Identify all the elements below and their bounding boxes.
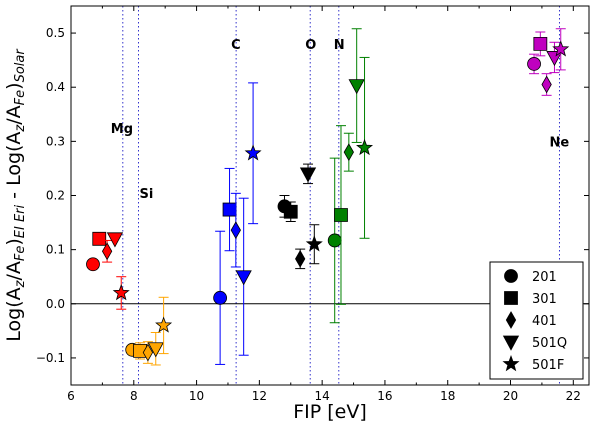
y-tick-label-2: 0.1 (46, 243, 65, 257)
y-tick-label-5: 0.4 (46, 80, 65, 94)
y-axis-label-part: z (13, 124, 28, 133)
point-401-n (343, 143, 354, 162)
legend-item-501f: 501F (502, 355, 564, 373)
point-501f-n (356, 138, 374, 156)
legend-marker-401 (505, 311, 517, 329)
point-401-c (230, 221, 241, 240)
y-axis-label-part: Fe (13, 90, 28, 105)
y-tick-label-3: 0.2 (46, 189, 65, 203)
point-501f-c (244, 144, 262, 161)
y-axis-label-part: /A (3, 105, 25, 124)
y-axis-label-part: - Log(A (3, 132, 25, 205)
element-label-o: O (305, 38, 316, 53)
point-301-mg (92, 231, 107, 246)
legend-label-501f: 501F (532, 358, 564, 373)
point-301-c (222, 202, 237, 217)
point-301-ne (533, 37, 548, 51)
point-301-n (334, 208, 348, 222)
point-501q-mg (106, 232, 124, 248)
y-axis-label-part: Log(A (3, 287, 25, 341)
x-tick-label-10: 10 (189, 389, 204, 403)
y-axis-label-part: EI Eri (13, 204, 28, 238)
element-label-c: C (231, 38, 241, 53)
x-tick-label-12: 12 (252, 389, 267, 403)
legend-item-201: 201 (504, 269, 557, 285)
y-axis-label-part: /A (3, 261, 25, 280)
point-501f-mg (112, 284, 130, 301)
x-tick-label-8: 8 (130, 389, 138, 403)
x-tick-label-16: 16 (377, 389, 392, 403)
data-points (86, 28, 570, 366)
legend-label-201: 201 (532, 270, 557, 285)
legend-marker-301 (504, 291, 518, 305)
y-axis-label-part: ) (3, 238, 25, 245)
point-501q-n (348, 79, 365, 95)
point-501q-o (299, 167, 317, 183)
x-tick-label-18: 18 (440, 389, 455, 403)
legend-label-501q: 501Q (532, 336, 567, 351)
y-axis-label-part: Solar (13, 48, 28, 83)
point-501f-ne (552, 40, 570, 57)
point-201-c (213, 290, 228, 305)
x-tick-label-20: 20 (503, 389, 518, 403)
legend-label-301: 301 (532, 292, 557, 307)
point-501f-o (305, 235, 323, 252)
point-401-ne (541, 75, 552, 94)
y-tick-label-6: 0.5 (46, 26, 65, 40)
point-201-mg (86, 257, 100, 272)
x-tick-label-22: 22 (566, 389, 581, 403)
point-501f-si (155, 316, 173, 333)
legend-item-301: 301 (504, 291, 557, 307)
point-201-n (327, 233, 342, 248)
y-axis-label-part: ) (3, 82, 25, 89)
point-501q-ne (546, 51, 563, 67)
legend-marker-501f (502, 355, 520, 372)
legend: 201 301 401 501Q 501F (489, 261, 584, 380)
element-label-n: N (334, 38, 345, 53)
point-501q-si (147, 342, 164, 358)
legend-item-401: 401 (505, 311, 557, 329)
legend-box (489, 261, 584, 380)
element-label-si: Si (139, 187, 153, 202)
point-201-ne (527, 57, 541, 71)
legend-marker-201 (504, 269, 518, 283)
point-501q-c (235, 270, 252, 286)
y-axis-label-part: z (13, 279, 28, 288)
point-401-mg (101, 242, 113, 261)
y-tick-label-1: 0.0 (46, 297, 65, 311)
y-axis-label: Log(Az/AFe)EI Eri - Log(Az/AFe)Solar (3, 48, 28, 342)
y-axis-label-part: Fe (13, 246, 28, 261)
legend-item-501q: 501Q (502, 335, 567, 351)
x-tick-label-6: 6 (67, 389, 75, 403)
x-axis-label: FIP [eV] (293, 401, 367, 423)
element-label-mg: Mg (111, 122, 133, 137)
element-label-ne: Ne (549, 135, 569, 150)
legend-label-401: 401 (532, 314, 557, 329)
point-301-o (283, 204, 298, 219)
point-401-si (142, 343, 154, 362)
x-tick-label-14: 14 (315, 389, 330, 403)
y-tick-label-0: −0.1 (36, 351, 65, 365)
y-tick-label-4: 0.3 (46, 134, 65, 148)
legend-marker-501q (502, 335, 520, 351)
point-401-o (295, 249, 306, 268)
plot-area: Mg Si C O N Ne 6 8 10 12 14 16 18 20 22 −0.1 0.0 0.1 0.2 0.… (36, 5, 590, 403)
